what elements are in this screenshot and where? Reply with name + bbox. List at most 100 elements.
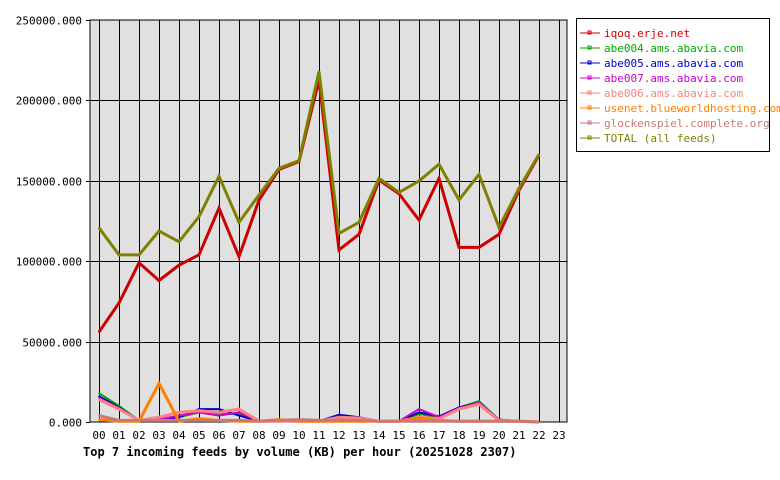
data-point	[158, 416, 160, 419]
legend-marker-icon	[587, 105, 592, 110]
data-point	[398, 420, 400, 423]
x-tick-label: 06	[212, 429, 225, 442]
data-point	[138, 254, 140, 256]
data-point	[438, 420, 440, 423]
y-tick-label: 0.000	[49, 417, 82, 430]
data-point	[458, 408, 460, 410]
data-point	[258, 420, 260, 423]
x-tick-label: 07	[232, 429, 245, 442]
y-axis-ticks: 0.000 50000.000 100000.000 150000.000 200000…	[16, 15, 90, 430]
data-point	[98, 331, 100, 333]
data-point	[118, 408, 120, 410]
data-point	[138, 262, 140, 264]
data-point	[178, 419, 180, 422]
data-point	[358, 417, 360, 419]
data-point	[98, 418, 100, 421]
data-point	[418, 219, 420, 221]
data-point	[458, 420, 460, 423]
data-point	[378, 177, 380, 180]
x-tick-label: 00	[92, 429, 105, 442]
data-point	[178, 264, 180, 267]
grid	[90, 20, 567, 422]
x-tick-label: 02	[132, 429, 145, 442]
data-point	[278, 167, 280, 170]
legend-item: usenet.blueworldhosting.com	[580, 102, 780, 115]
data-point	[478, 403, 480, 406]
data-point	[98, 398, 100, 401]
data-point	[238, 221, 240, 224]
legend-label: iqoq.erje.net	[604, 27, 690, 40]
data-point	[358, 221, 360, 224]
data-point	[498, 233, 500, 236]
x-tick-label: 21	[512, 429, 525, 442]
data-point	[198, 419, 200, 422]
data-point	[98, 227, 100, 229]
x-tick-label: 20	[492, 429, 505, 442]
data-point	[418, 411, 420, 414]
plot-area	[89, 19, 568, 423]
data-point	[198, 254, 200, 256]
data-point	[218, 207, 220, 209]
x-tick-label: 08	[252, 429, 265, 442]
data-point	[498, 420, 500, 423]
data-point	[198, 215, 200, 218]
data-point	[178, 411, 180, 414]
data-point	[478, 173, 480, 176]
data-point	[238, 408, 240, 410]
data-point	[338, 416, 340, 419]
data-point	[178, 414, 180, 417]
legend-marker-icon	[587, 45, 592, 50]
data-point	[498, 226, 500, 229]
data-point	[338, 419, 340, 422]
data-point	[158, 279, 160, 282]
data-point	[458, 199, 460, 201]
data-point	[238, 414, 240, 417]
data-point	[458, 246, 460, 249]
data-point	[518, 420, 520, 423]
data-point	[198, 409, 200, 412]
data-point	[218, 419, 220, 422]
x-tick-label: 04	[172, 429, 186, 442]
data-point	[118, 419, 120, 422]
data-point	[238, 255, 240, 258]
x-tick-label: 01	[112, 429, 125, 442]
legend-marker-icon	[587, 135, 592, 140]
data-point	[98, 414, 100, 417]
x-tick-label: 12	[332, 429, 345, 442]
x-tick-label: 09	[272, 429, 285, 442]
data-point	[278, 419, 280, 422]
data-point	[298, 159, 300, 162]
x-tick-label: 15	[392, 429, 405, 442]
legend-label: abe006.ams.abavia.com	[604, 87, 743, 100]
data-point	[118, 254, 120, 256]
data-point	[418, 408, 420, 410]
data-point	[378, 420, 380, 423]
legend-box	[576, 18, 770, 152]
data-point	[118, 302, 120, 304]
legend-item: abe005.ams.abavia.com	[580, 57, 743, 70]
data-point	[518, 187, 520, 190]
x-tick-label: 18	[452, 429, 465, 442]
data-point	[338, 249, 340, 251]
data-point	[438, 163, 440, 165]
data-point	[538, 421, 540, 423]
data-point	[478, 400, 480, 402]
y-tick-label: 150000.000	[16, 176, 82, 189]
x-axis-ticks: 00 01 02 03 04 05 06 07 08 09 10 11 12 13 14 15 16 17 18 19…	[92, 429, 565, 442]
data-point	[478, 246, 480, 249]
data-point	[418, 180, 420, 182]
legend-marker-icon	[587, 120, 592, 125]
x-tick-label: 17	[432, 429, 445, 442]
legend-label: abe004.ams.abavia.com	[604, 42, 743, 55]
data-point	[438, 177, 440, 180]
data-point	[98, 397, 100, 399]
data-point	[178, 240, 180, 243]
legend-item: abe007.ams.abavia.com	[580, 72, 743, 85]
legend-item: iqoq.erje.net	[580, 27, 690, 40]
series-lines	[97, 70, 541, 424]
x-tick-label: 03	[152, 429, 165, 442]
data-point	[418, 417, 420, 419]
legend-marker-icon	[587, 90, 592, 95]
y-tick-label: 200000.000	[16, 95, 82, 108]
x-tick-label: 10	[292, 429, 305, 442]
